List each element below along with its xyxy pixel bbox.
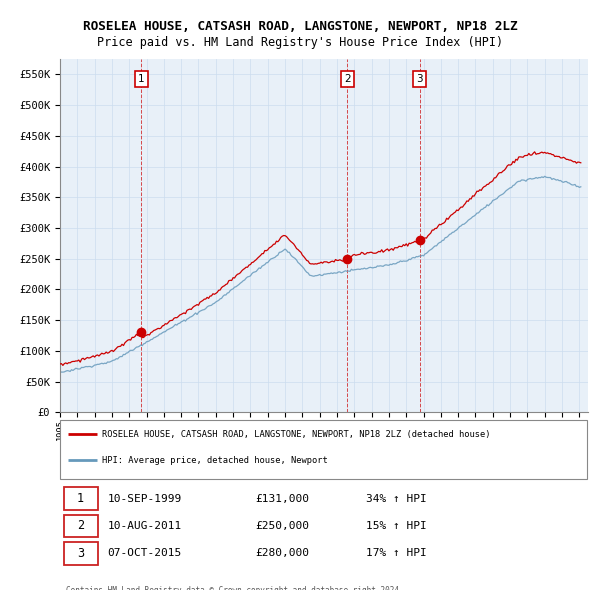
Text: 3: 3 — [416, 74, 423, 84]
Text: £131,000: £131,000 — [256, 494, 310, 504]
Text: 34% ↑ HPI: 34% ↑ HPI — [366, 494, 427, 504]
Text: ROSELEA HOUSE, CATSASH ROAD, LANGSTONE, NEWPORT, NP18 2LZ: ROSELEA HOUSE, CATSASH ROAD, LANGSTONE, … — [83, 20, 517, 33]
Text: 15% ↑ HPI: 15% ↑ HPI — [366, 521, 427, 531]
FancyBboxPatch shape — [64, 514, 98, 537]
Text: Price paid vs. HM Land Registry's House Price Index (HPI): Price paid vs. HM Land Registry's House … — [97, 36, 503, 49]
Text: 17% ↑ HPI: 17% ↑ HPI — [366, 548, 427, 558]
Text: 10-AUG-2011: 10-AUG-2011 — [107, 521, 182, 531]
Text: £250,000: £250,000 — [256, 521, 310, 531]
Text: £280,000: £280,000 — [256, 548, 310, 558]
Text: ROSELEA HOUSE, CATSASH ROAD, LANGSTONE, NEWPORT, NP18 2LZ (detached house): ROSELEA HOUSE, CATSASH ROAD, LANGSTONE, … — [102, 430, 491, 439]
Text: HPI: Average price, detached house, Newport: HPI: Average price, detached house, Newp… — [102, 455, 328, 465]
Text: 10-SEP-1999: 10-SEP-1999 — [107, 494, 182, 504]
FancyBboxPatch shape — [60, 420, 587, 480]
Text: 2: 2 — [344, 74, 350, 84]
Text: 2: 2 — [77, 519, 84, 533]
FancyBboxPatch shape — [64, 487, 98, 510]
Text: 07-OCT-2015: 07-OCT-2015 — [107, 548, 182, 558]
Text: Contains HM Land Registry data © Crown copyright and database right 2024.
This d: Contains HM Land Registry data © Crown c… — [67, 586, 404, 590]
Text: 1: 1 — [138, 74, 145, 84]
Text: 1: 1 — [77, 492, 84, 505]
Text: 3: 3 — [77, 547, 84, 560]
FancyBboxPatch shape — [64, 542, 98, 565]
